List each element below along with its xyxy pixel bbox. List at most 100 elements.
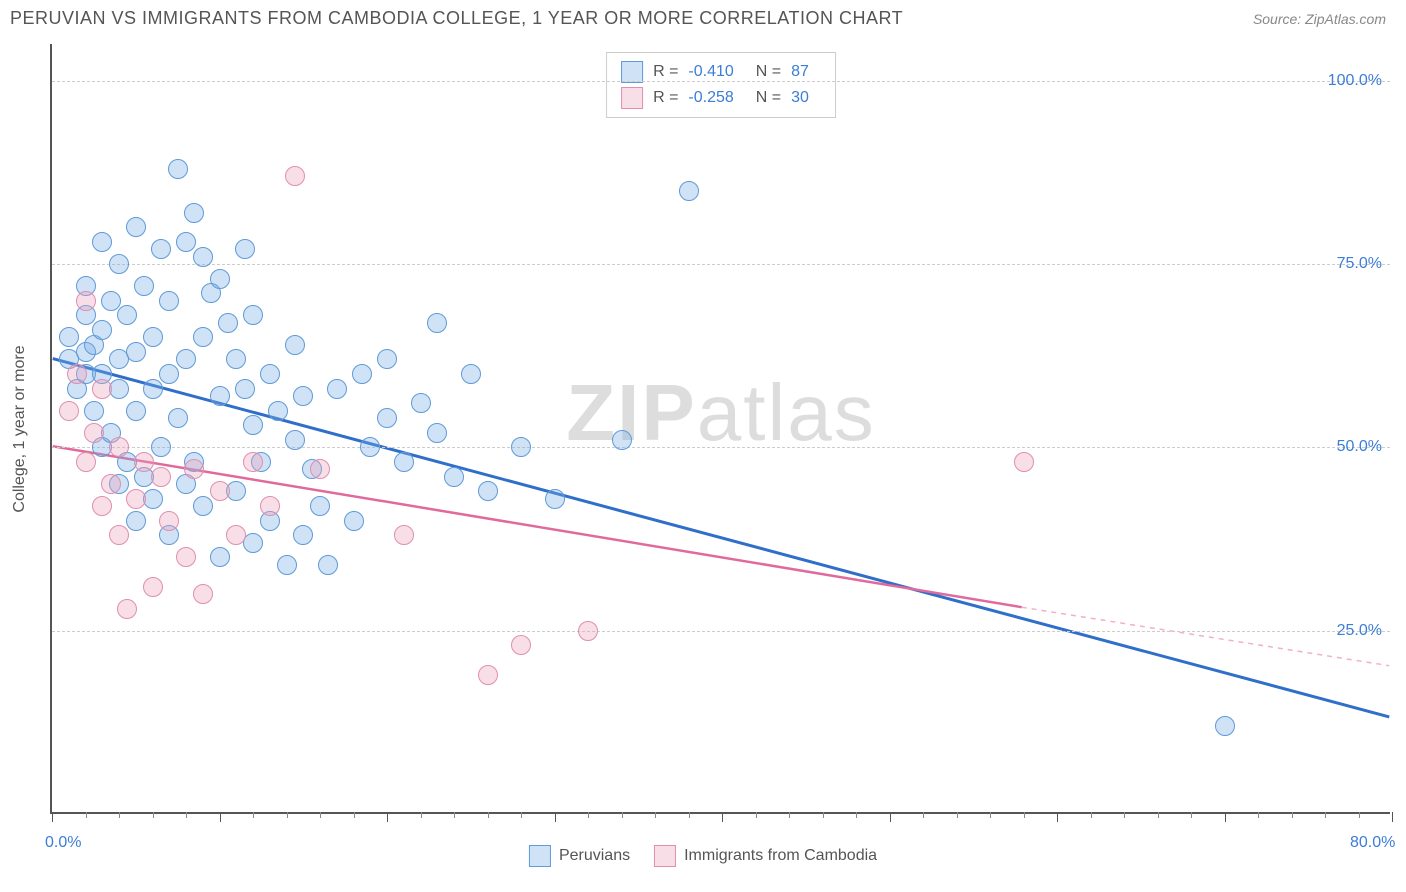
legend-row: R =-0.258N =30	[621, 85, 821, 111]
x-tick-minor	[957, 812, 958, 818]
x-tick-minor	[1124, 812, 1125, 818]
r-value: -0.410	[688, 63, 733, 81]
x-tick-minor	[354, 812, 355, 818]
data-point	[176, 547, 196, 567]
data-point	[168, 159, 188, 179]
chart-container: College, 1 year or more ZIPatlas R =-0.4…	[50, 44, 1390, 814]
data-point	[193, 584, 213, 604]
x-tick-minor	[421, 812, 422, 818]
x-tick-minor	[186, 812, 187, 818]
x-tick-minor	[488, 812, 489, 818]
x-tick-minor	[689, 812, 690, 818]
data-point	[285, 430, 305, 450]
r-label: R =	[653, 89, 678, 107]
data-point	[126, 342, 146, 362]
x-tick-minor	[1024, 812, 1025, 818]
x-tick-minor	[789, 812, 790, 818]
data-point	[126, 401, 146, 421]
x-tick-minor	[153, 812, 154, 818]
data-point	[427, 313, 447, 333]
x-tick-minor	[990, 812, 991, 818]
data-point	[134, 452, 154, 472]
data-point	[377, 408, 397, 428]
data-point	[461, 364, 481, 384]
data-point	[293, 386, 313, 406]
data-point	[444, 467, 464, 487]
x-tick-minor	[454, 812, 455, 818]
data-point	[151, 239, 171, 259]
r-label: R =	[653, 63, 678, 81]
x-tick-minor	[253, 812, 254, 818]
chart-header: PERUVIAN VS IMMIGRANTS FROM CAMBODIA COL…	[0, 0, 1406, 33]
data-point	[277, 555, 297, 575]
data-point	[92, 320, 112, 340]
legend-swatch	[621, 87, 643, 109]
x-tick-minor	[622, 812, 623, 818]
data-point	[260, 364, 280, 384]
chart-title: PERUVIAN VS IMMIGRANTS FROM CAMBODIA COL…	[10, 8, 903, 29]
data-point	[218, 313, 238, 333]
x-tick-minor	[1191, 812, 1192, 818]
x-tick-minor	[1325, 812, 1326, 818]
data-point	[59, 401, 79, 421]
data-point	[176, 232, 196, 252]
y-tick-label: 50.0%	[1337, 438, 1382, 456]
x-tick-minor	[756, 812, 757, 818]
data-point	[226, 525, 246, 545]
data-point	[260, 496, 280, 516]
data-point	[126, 511, 146, 531]
chart-source: Source: ZipAtlas.com	[1253, 11, 1386, 27]
data-point	[210, 481, 230, 501]
data-point	[143, 577, 163, 597]
x-tick-minor	[856, 812, 857, 818]
data-point	[151, 437, 171, 457]
data-point	[84, 423, 104, 443]
data-point	[210, 547, 230, 567]
data-point	[84, 401, 104, 421]
data-point	[226, 349, 246, 369]
x-tick-minor	[1158, 812, 1159, 818]
x-tick-minor	[287, 812, 288, 818]
data-point	[210, 269, 230, 289]
data-point	[151, 467, 171, 487]
data-point	[285, 166, 305, 186]
x-tick-major	[890, 812, 891, 822]
legend-swatch	[529, 845, 551, 867]
data-point	[76, 291, 96, 311]
n-label: N =	[756, 89, 781, 107]
data-point	[159, 364, 179, 384]
data-point	[1014, 452, 1034, 472]
data-point	[411, 393, 431, 413]
data-point	[318, 555, 338, 575]
x-tick-minor	[1258, 812, 1259, 818]
x-tick-major	[1057, 812, 1058, 822]
data-point	[67, 364, 87, 384]
correlation-legend: R =-0.410N =87R =-0.258N =30	[606, 52, 836, 118]
y-axis-label: College, 1 year or more	[11, 345, 29, 512]
data-point	[478, 665, 498, 685]
data-point	[109, 525, 129, 545]
data-point	[427, 423, 447, 443]
y-tick-label: 75.0%	[1337, 255, 1382, 273]
x-tick-minor	[588, 812, 589, 818]
n-label: N =	[756, 63, 781, 81]
data-point	[134, 276, 154, 296]
n-value: 87	[791, 63, 809, 81]
data-point	[117, 599, 137, 619]
x-tick-minor	[1091, 812, 1092, 818]
data-point	[184, 459, 204, 479]
x-tick-major	[555, 812, 556, 822]
x-tick-major	[52, 812, 53, 822]
n-value: 30	[791, 89, 809, 107]
x-axis-min-label: 0.0%	[45, 834, 81, 852]
data-point	[92, 379, 112, 399]
x-tick-major	[1225, 812, 1226, 822]
legend-label: Peruvians	[559, 847, 630, 865]
data-point	[126, 217, 146, 237]
data-point	[511, 437, 531, 457]
data-point	[377, 349, 397, 369]
data-point	[176, 349, 196, 369]
data-point	[193, 247, 213, 267]
x-tick-minor	[119, 812, 120, 818]
x-tick-minor	[823, 812, 824, 818]
